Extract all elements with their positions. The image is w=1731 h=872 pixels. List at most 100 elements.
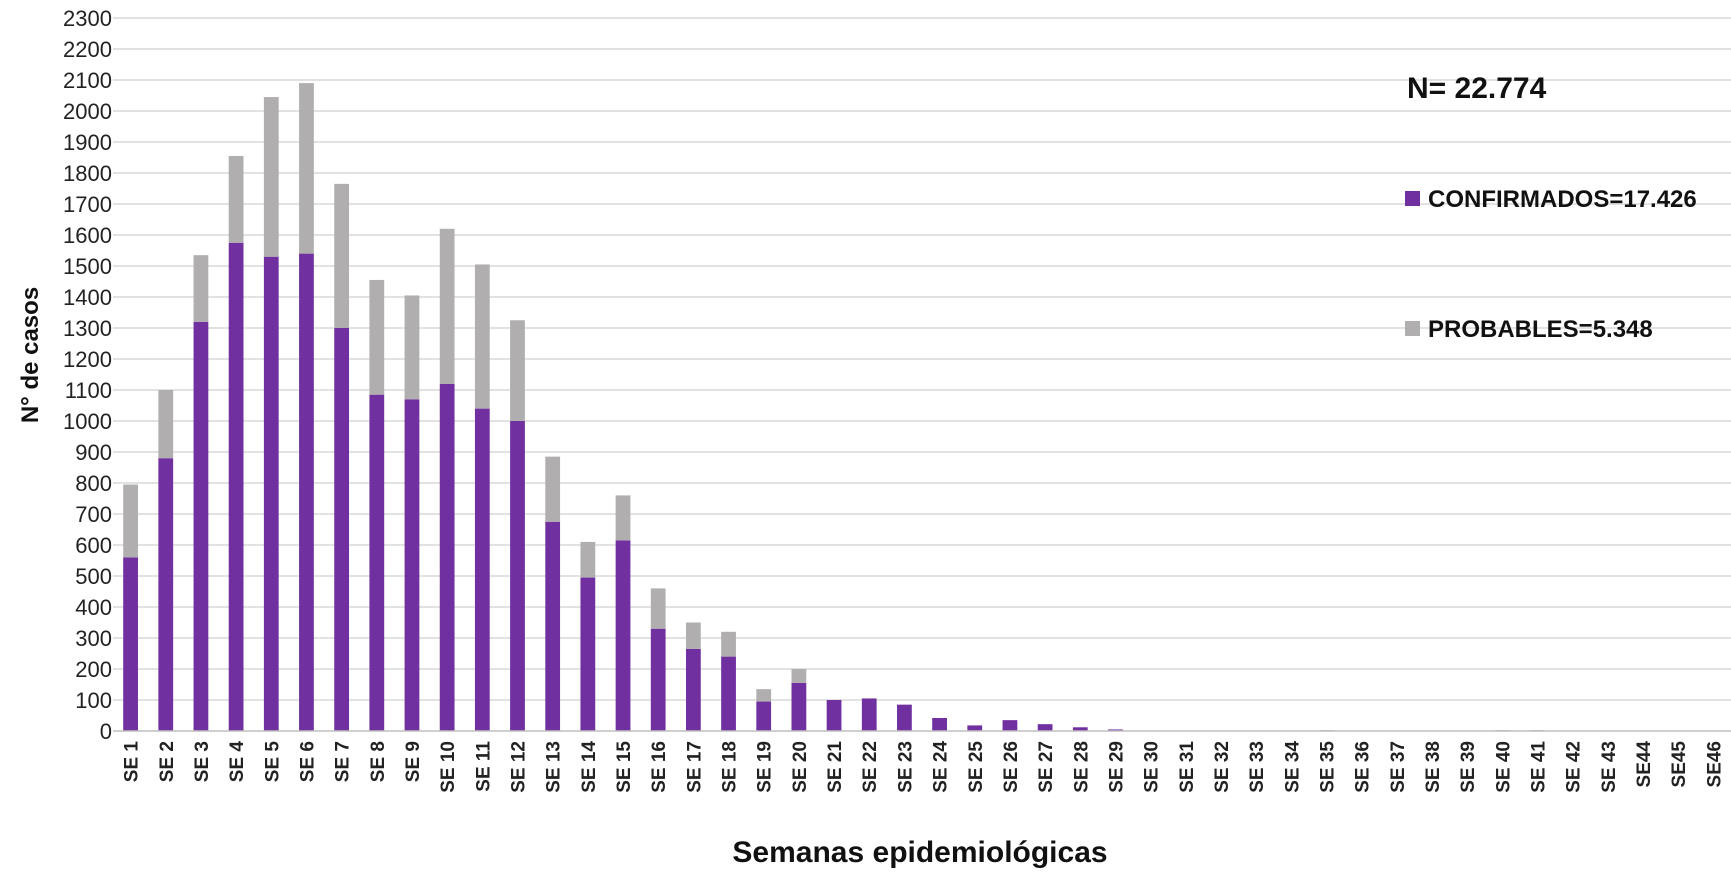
- bar-confirmados-28: [1072, 727, 1088, 731]
- y-tick-label: 1500: [63, 254, 112, 279]
- bar-confirmados-2: [158, 458, 174, 731]
- bar-confirmados-29: [1108, 729, 1123, 731]
- x-tick-label: SE 6: [297, 741, 318, 782]
- bar-probables-17: [685, 622, 701, 649]
- bar-confirmados-10: [439, 383, 455, 731]
- gridlines: [113, 17, 1731, 701]
- bar-confirmados-24: [932, 717, 947, 731]
- x-tick-label: SE 29: [1106, 741, 1127, 793]
- bar-confirmados-11: [474, 408, 490, 731]
- x-tick-label: SE 40: [1493, 741, 1514, 793]
- x-tick-label: SE 22: [860, 741, 881, 793]
- x-tick-label: SE 25: [966, 741, 987, 793]
- bar-probables-14: [580, 541, 596, 578]
- x-tick-label: SE 7: [333, 741, 354, 782]
- bar-confirmados-12: [510, 421, 525, 731]
- y-tick-label: 1200: [63, 347, 112, 372]
- bar-probables-7: [334, 183, 350, 328]
- bar-probables-20: [791, 669, 807, 683]
- x-tick-label: SE 9: [403, 741, 424, 782]
- bar-confirmados-4: [228, 242, 244, 731]
- y-tick-label: 800: [75, 471, 112, 496]
- x-tick-label: SE 21: [825, 741, 846, 793]
- x-tick-label: SE 17: [684, 741, 705, 793]
- bar-probables-6: [299, 83, 314, 254]
- x-tick-label: SE 4: [227, 741, 248, 783]
- x-tick-label: SE 15: [614, 741, 635, 793]
- bar-confirmados-15: [615, 540, 631, 731]
- bar-confirmados-21: [826, 700, 842, 731]
- bar-confirmados-14: [580, 577, 596, 731]
- x-tick-label: SE 35: [1318, 741, 1339, 793]
- y-tick-label: 200: [75, 657, 112, 682]
- bar-probables-19: [756, 689, 772, 702]
- x-tick-label: SE 43: [1599, 741, 1620, 793]
- x-tick-label: SE 38: [1423, 741, 1444, 793]
- bar-probables-5: [263, 97, 279, 257]
- x-tick-label: SE 16: [649, 741, 670, 793]
- x-tick-label: SE 2: [157, 741, 178, 782]
- bar-confirmados-25: [967, 725, 983, 731]
- bar-probables-4: [228, 155, 244, 243]
- bar-confirmados-19: [756, 701, 772, 731]
- y-tick-label: 2000: [63, 99, 112, 124]
- x-tick-label: SE 8: [368, 741, 389, 782]
- bar-confirmados-27: [1037, 724, 1053, 731]
- x-tick-label: SE 12: [509, 741, 530, 793]
- x-tick-label: SE 31: [1177, 741, 1198, 793]
- y-axis-ticks: 0 100 200 300 400 500 600 700 800 900 1000 1100 1200…: [63, 6, 112, 744]
- x-tick-label: SE 30: [1142, 741, 1163, 793]
- y-tick-label: 500: [75, 564, 112, 589]
- y-tick-label: 1800: [63, 161, 112, 186]
- y-tick-label: 100: [75, 688, 112, 713]
- bar-confirmados-8: [369, 394, 385, 731]
- x-axis-ticks: SE 1 SE 2 SE 3 SE 4 SE 5 SE 6 SE 7 SE 8 SE 9 SE 1…: [122, 741, 1726, 793]
- y-tick-label: 400: [75, 595, 112, 620]
- legend-label-probables: PROBABLES=5.348: [1428, 316, 1653, 343]
- y-tick-label: 1600: [63, 223, 112, 248]
- legend-swatch-probables: [1405, 321, 1420, 336]
- bar-confirmados-6: [299, 253, 314, 731]
- y-tick-label: 1300: [63, 316, 112, 341]
- legend: CONFIRMADOS=17.426 PROBABLES=5.348: [1405, 186, 1697, 343]
- bar-probables-3: [193, 255, 209, 322]
- x-tick-label: SE 5: [262, 741, 283, 783]
- bar-confirmados-18: [721, 656, 736, 731]
- bar-confirmados-9: [404, 399, 420, 731]
- y-tick-label: 2200: [63, 37, 112, 62]
- x-tick-label: SE 36: [1353, 741, 1374, 793]
- bar-confirmados-1: [123, 557, 138, 731]
- x-tick-label: SE46: [1704, 741, 1725, 787]
- bar-confirmados-13: [545, 521, 561, 731]
- y-tick-label: 700: [75, 502, 112, 527]
- x-tick-label: SE 3: [192, 741, 213, 782]
- x-tick-label: SE 27: [1036, 741, 1057, 793]
- bar-probables-15: [615, 495, 631, 541]
- x-tick-label: SE 13: [544, 741, 565, 793]
- y-tick-label: 1100: [65, 378, 112, 403]
- x-tick-label: SE 37: [1388, 741, 1409, 793]
- x-tick-label: SE 34: [1282, 741, 1303, 793]
- y-tick-label: 2100: [63, 68, 112, 93]
- y-tick-label: 1700: [63, 192, 112, 217]
- y-axis-label: N° de casos: [17, 287, 44, 423]
- x-tick-label: SE 19: [755, 741, 776, 793]
- y-tick-label: 600: [75, 533, 112, 558]
- bar-probables-2: [158, 390, 174, 459]
- x-tick-label: SE 32: [1212, 741, 1233, 793]
- x-tick-label: SE 1: [122, 741, 143, 783]
- y-tick-label: 900: [75, 440, 112, 465]
- bar-confirmados-16: [650, 628, 666, 731]
- bar-confirmados-17: [685, 648, 701, 731]
- x-tick-label: SE 23: [895, 741, 916, 793]
- x-tick-label: SE 28: [1071, 741, 1092, 793]
- bar-probables-11: [474, 264, 490, 409]
- y-tick-label: 1900: [63, 130, 112, 155]
- y-tick-label: 1000: [63, 409, 112, 434]
- bar-confirmados-26: [1002, 720, 1018, 731]
- y-tick-label: 300: [75, 626, 112, 651]
- x-tick-label: SE45: [1669, 741, 1690, 788]
- y-tick-label: 0: [100, 719, 112, 744]
- x-tick-label: SE 24: [931, 741, 952, 793]
- x-tick-label: SE 42: [1564, 741, 1585, 793]
